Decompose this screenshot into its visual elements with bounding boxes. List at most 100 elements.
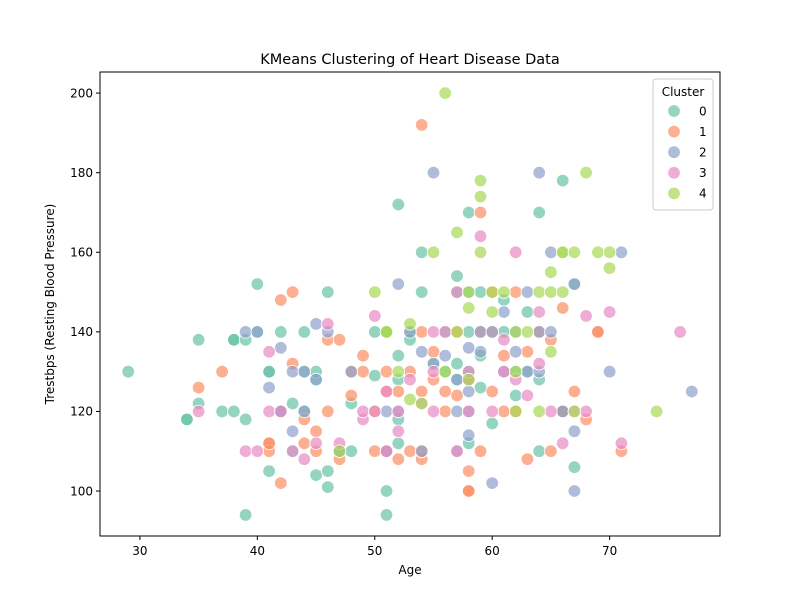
data-point-cluster-1: [415, 118, 429, 132]
data-point-cluster-0: [556, 173, 570, 188]
data-point-cluster-2: [614, 245, 629, 260]
data-point-cluster-3: [321, 317, 335, 331]
data-point-cluster-2: [309, 317, 323, 331]
data-point-cluster-0: [285, 396, 300, 411]
data-point-cluster-1: [356, 365, 370, 379]
legend-marker-3: [667, 166, 681, 180]
data-point-cluster-0: [227, 404, 241, 419]
data-point-cluster-3: [673, 325, 687, 339]
data-point-cluster-0: [450, 269, 464, 283]
data-point-cluster-1: [473, 444, 488, 458]
data-point-cluster-4: [544, 265, 558, 279]
data-point-cluster-3: [438, 325, 452, 339]
data-point-cluster-2: [485, 476, 499, 490]
data-point-cluster-2: [544, 325, 558, 339]
data-point-cluster-4: [450, 225, 464, 240]
data-point-cluster-3: [274, 404, 288, 419]
data-point-cluster-1: [520, 345, 535, 359]
data-point-cluster-0: [415, 285, 429, 299]
data-point-cluster-1: [368, 444, 382, 458]
data-point-cluster-0: [262, 464, 276, 478]
data-point-cluster-2: [567, 277, 582, 291]
data-point-cluster-0: [368, 325, 382, 339]
legend-marker-1: [667, 124, 681, 139]
data-point-cluster-2: [415, 345, 429, 359]
data-point-cluster-3: [262, 345, 276, 359]
data-point-cluster-0: [532, 444, 546, 458]
data-point-cluster-1: [379, 365, 394, 379]
plot-frame: [99, 71, 721, 537]
data-point-cluster-0: [462, 205, 476, 220]
data-point-cluster-3: [450, 285, 464, 299]
data-point-cluster-1: [391, 384, 406, 399]
legend-marker-0: [667, 104, 681, 118]
data-point-cluster-1: [274, 476, 288, 490]
data-point-cluster-4: [544, 285, 558, 299]
data-point-cluster-4: [462, 372, 476, 387]
data-point-cluster-0: [121, 365, 135, 379]
data-point-cluster-2: [567, 484, 582, 498]
data-point-cluster-0: [368, 368, 382, 383]
data-point-cluster-2: [532, 325, 546, 339]
data-point-cluster-0: [274, 325, 288, 339]
y-tick-label: 100: [70, 484, 93, 498]
data-point-cluster-2: [520, 365, 535, 379]
data-point-cluster-1: [285, 285, 300, 299]
data-point-cluster-1: [497, 404, 511, 419]
data-point-cluster-1: [274, 293, 288, 307]
data-point-cluster-1: [262, 436, 276, 451]
data-point-cluster-3: [556, 436, 570, 451]
data-point-cluster-3: [426, 404, 441, 419]
data-point-cluster-2: [532, 165, 546, 180]
legend-marker-2: [667, 145, 681, 159]
legend-label-1: 1: [699, 125, 707, 139]
data-point-cluster-2: [438, 349, 452, 363]
data-point-cluster-2: [567, 424, 582, 439]
data-point-cluster-2: [520, 285, 535, 299]
x-tick-label: 30: [132, 544, 147, 558]
data-point-cluster-1: [391, 452, 406, 466]
data-point-cluster-2: [544, 245, 558, 260]
data-point-cluster-3: [532, 305, 546, 319]
data-point-cluster-1: [297, 436, 312, 451]
data-point-cluster-3: [520, 388, 535, 403]
data-point-cluster-1: [473, 205, 488, 220]
data-point-cluster-2: [297, 404, 312, 419]
data-point-cluster-1: [309, 424, 323, 439]
data-point-cluster-3: [379, 384, 394, 399]
data-point-cluster-2: [473, 325, 488, 339]
data-point-cluster-1: [438, 404, 452, 419]
data-point-cluster-4: [438, 365, 452, 379]
data-point-cluster-2: [462, 341, 476, 355]
data-point-cluster-3: [368, 309, 382, 323]
legend-marker-4: [667, 186, 681, 201]
data-point-cluster-4: [332, 444, 347, 458]
data-point-cluster-4: [368, 285, 382, 299]
data-point-cluster-3: [356, 404, 370, 419]
data-point-cluster-2: [285, 365, 300, 379]
data-point-cluster-1: [544, 444, 558, 458]
data-point-cluster-2: [238, 325, 253, 339]
data-point-cluster-3: [473, 229, 488, 244]
data-point-cluster-2: [379, 404, 394, 419]
data-point-cluster-3: [297, 452, 312, 466]
data-point-cluster-1: [415, 325, 429, 339]
data-point-cluster-4: [473, 189, 488, 204]
data-point-cluster-4: [520, 325, 535, 339]
data-point-cluster-2: [450, 372, 464, 387]
data-point-cluster-4: [556, 245, 570, 260]
data-point-cluster-0: [297, 325, 312, 339]
data-point-cluster-1: [438, 384, 452, 399]
data-point-cluster-4: [497, 285, 511, 299]
data-point-cluster-0: [321, 480, 335, 494]
data-point-cluster-4: [403, 317, 417, 331]
data-point-cluster-2: [450, 404, 464, 419]
y-tick-label: 160: [70, 246, 93, 260]
data-point-cluster-1: [403, 444, 417, 458]
data-point-cluster-3: [238, 444, 253, 458]
data-point-cluster-4: [649, 404, 664, 419]
data-point-cluster-3: [614, 436, 629, 451]
data-point-cluster-0: [191, 333, 206, 347]
data-point-cluster-2: [344, 365, 359, 379]
